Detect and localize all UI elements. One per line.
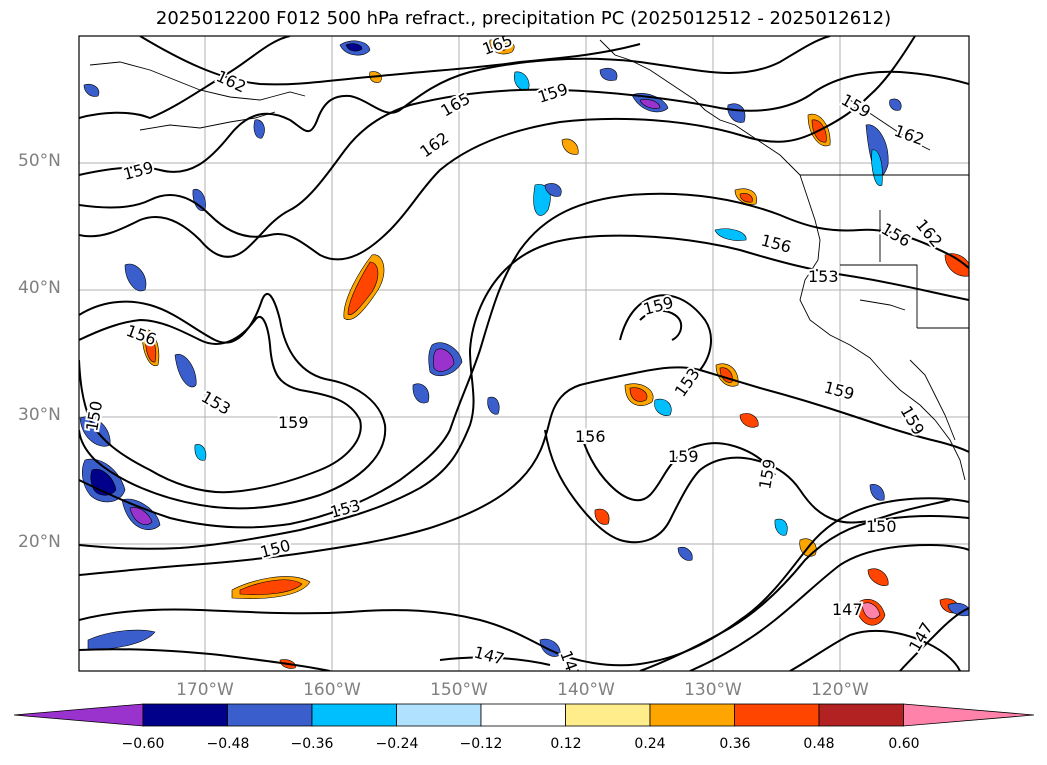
colorbar-segment: [818, 703, 904, 727]
colorbar-tick: 0.12: [550, 736, 582, 752]
gridlines: [79, 36, 969, 671]
colorbar-segment: [734, 703, 820, 727]
lon-label-120w: 120°W: [811, 680, 869, 700]
contour-label: 159: [641, 293, 675, 319]
contour-label: 147: [472, 643, 506, 669]
lon-label-160w: 160°W: [303, 680, 361, 700]
colorbar-tick: 0.24: [634, 736, 666, 752]
coastlines: [89, 39, 969, 481]
contour-label: 153: [328, 496, 362, 522]
lon-label-150w: 150°W: [430, 680, 488, 700]
colorbar-tick: −0.60: [121, 736, 165, 752]
contour-label: 156: [878, 219, 914, 251]
contour-label: 159: [278, 413, 309, 432]
colorbar-tick: −0.48: [206, 736, 250, 752]
colorbar-segment: [565, 703, 651, 727]
colorbar-extend-high: [903, 703, 1035, 727]
colorbar-tick: 0.60: [888, 736, 920, 752]
lat-label-20n: 20°N: [18, 532, 61, 552]
colorbar-segment: [480, 703, 566, 727]
contour-label: 159: [822, 378, 856, 404]
map-title: 2025012200 F012 500 hPa refract., precip…: [155, 8, 892, 29]
colorbar-segment: [311, 703, 397, 727]
colorbar-segment: [227, 703, 313, 727]
colorbar-extend-low: [13, 703, 144, 727]
contour-label: 162: [416, 128, 452, 161]
contour-label: 150: [866, 517, 897, 536]
contour-label: 159: [535, 79, 570, 107]
colorbar-tick: −0.24: [375, 736, 419, 752]
contour-label: 156: [759, 231, 793, 257]
colorbar-segment: [649, 703, 735, 727]
contour-label: 153: [808, 267, 839, 286]
colorbar-tick: 0.36: [719, 736, 751, 752]
colorbar-segment: [396, 703, 482, 727]
precipitation-fill: [79, 39, 969, 669]
contour-label: 153: [198, 387, 234, 419]
contour-label: 165: [480, 30, 515, 58]
lon-label-170w: 170°W: [176, 680, 234, 700]
colorbar-segment: [142, 703, 228, 727]
contour-label: 159: [755, 457, 779, 490]
colorbar: [13, 703, 1035, 727]
lat-label-40n: 40°N: [18, 278, 61, 298]
colorbar-tick: −0.36: [290, 736, 334, 752]
contour-label: 162: [912, 215, 946, 251]
contour-label: 147: [556, 648, 584, 683]
lat-label-30n: 30°N: [18, 405, 61, 425]
contour-label: 147: [832, 600, 863, 619]
lat-label-50n: 50°N: [18, 151, 61, 171]
lon-label-140w: 140°W: [557, 680, 615, 700]
contour-label: 162: [892, 121, 927, 149]
contour-label: 150: [258, 536, 292, 562]
lon-label-130w: 130°W: [684, 680, 742, 700]
contour-label: 156: [124, 321, 159, 349]
map-frame: [78, 35, 970, 672]
contour-label: 159: [668, 447, 699, 466]
contour-label: 159: [121, 158, 155, 184]
colorbar-tick: 0.48: [803, 736, 835, 752]
contour-label: 162: [213, 66, 249, 96]
refractivity-contours: [79, 36, 969, 671]
contour-label: 156: [575, 427, 606, 446]
colorbar-tick: −0.12: [459, 736, 503, 752]
